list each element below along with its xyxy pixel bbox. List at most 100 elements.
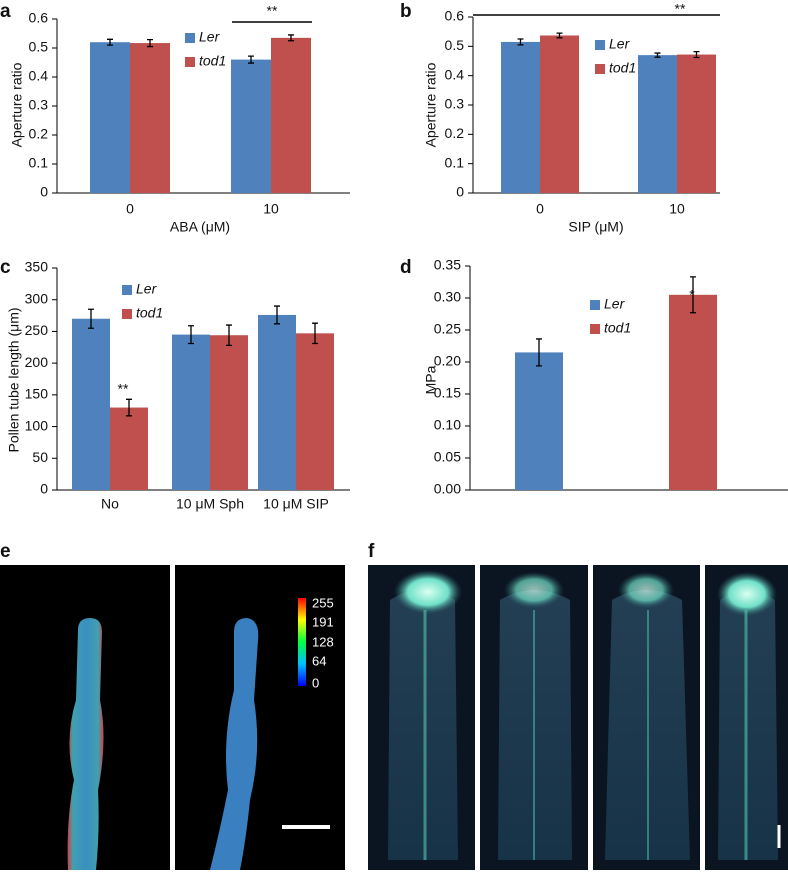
bar <box>172 334 210 490</box>
x-tick-label: 10 μM SIP <box>263 496 329 512</box>
image-f <box>368 565 788 870</box>
colorbar-label: 191 <box>312 614 334 629</box>
y-tick-label: 0.2 <box>29 126 49 142</box>
bar <box>231 59 271 193</box>
bar <box>296 333 334 490</box>
legend-label: tod1 <box>609 60 636 76</box>
colorbar-label: 128 <box>312 634 334 649</box>
legend-swatch <box>122 285 132 295</box>
bar <box>540 35 579 194</box>
legend-label: Ler <box>199 29 221 45</box>
colorbar-label: 255 <box>312 595 334 610</box>
y-tick-label: 100 <box>25 417 49 433</box>
y-tick-label: 0 <box>40 481 48 497</box>
panel-label: b <box>400 1 412 22</box>
y-tick-label: 0 <box>40 184 48 200</box>
error-bar <box>288 34 294 42</box>
error-bar <box>126 398 132 417</box>
error-bar <box>556 32 563 39</box>
y-tick-label: 0.15 <box>434 385 461 401</box>
error-bar <box>107 38 113 46</box>
y-tick-label: 0.3 <box>29 97 49 113</box>
bar <box>515 352 563 490</box>
panel-label: f <box>368 541 375 562</box>
y-tick-label: 0.10 <box>434 417 461 433</box>
bar <box>271 37 311 193</box>
error-bar <box>226 324 232 347</box>
legend-swatch <box>185 33 195 43</box>
error-bar <box>517 38 524 46</box>
y-axis-label: Aperture ratio <box>423 62 439 147</box>
y-tick-label: 0.6 <box>29 10 49 26</box>
y-tick-label: 200 <box>25 354 49 370</box>
legend-label: tod1 <box>136 305 163 321</box>
bar <box>501 41 540 193</box>
significance: ** <box>675 1 686 17</box>
bar <box>638 55 677 194</box>
legend-swatch <box>590 324 600 334</box>
y-tick-label: 350 <box>25 259 49 275</box>
x-tick-label: No <box>101 496 119 512</box>
y-tick-label: 0.3 <box>445 96 465 112</box>
y-tick-label: 0.2 <box>445 125 465 141</box>
image-e <box>0 565 345 870</box>
legend-swatch <box>590 300 600 310</box>
panel-label: e <box>0 541 11 562</box>
y-tick-label: 250 <box>25 322 49 338</box>
significance: ** <box>118 381 129 397</box>
legend-label: tod1 <box>604 320 631 336</box>
x-tick-label: 10 <box>263 201 279 217</box>
bar <box>72 318 110 490</box>
bar <box>210 335 248 490</box>
significance: ** <box>267 3 278 19</box>
x-tick-label: 10 <box>669 201 685 217</box>
colorbar-label: 0 <box>312 675 319 690</box>
colorbar-label: 64 <box>312 653 326 668</box>
error-bar <box>188 325 194 345</box>
legend-swatch <box>595 64 605 74</box>
y-tick-label: 0.4 <box>29 68 49 84</box>
y-tick-label: 0.35 <box>434 257 461 273</box>
y-tick-label: 0.05 <box>434 449 461 465</box>
error-bar <box>693 50 700 59</box>
x-axis-label: ABA (μM) <box>170 219 230 235</box>
y-tick-label: 0.5 <box>29 39 49 55</box>
y-tick-label: 0.5 <box>445 37 465 53</box>
y-tick-label: 0 <box>456 184 464 200</box>
error-bar <box>654 52 661 58</box>
x-axis-label: SIP (μM) <box>568 219 623 235</box>
y-axis-label: Aperture ratio <box>9 62 25 147</box>
legend-swatch <box>122 309 132 319</box>
panel-label: c <box>0 257 11 278</box>
error-bar <box>147 38 153 48</box>
legend-label: tod1 <box>199 53 226 69</box>
legend-label: Ler <box>136 281 158 297</box>
legend-label: Ler <box>609 36 631 52</box>
y-tick-label: 150 <box>25 386 49 402</box>
error-bar <box>88 308 94 329</box>
y-tick-label: 0.4 <box>445 66 465 82</box>
y-tick-label: 300 <box>25 290 49 306</box>
x-tick-label: 0 <box>126 201 134 217</box>
significance: * <box>689 287 695 303</box>
legend-swatch <box>185 57 195 67</box>
panel-label: a <box>0 1 11 22</box>
y-tick-label: 0.6 <box>445 8 465 24</box>
bar <box>130 43 170 193</box>
legend-label: Ler <box>604 296 626 312</box>
bar <box>90 42 130 194</box>
bar <box>258 314 296 490</box>
error-bar <box>312 322 318 345</box>
error-bar <box>690 276 696 314</box>
legend-swatch <box>595 40 605 50</box>
error-bar <box>274 305 280 325</box>
bar <box>110 407 148 490</box>
y-tick-label: 0.1 <box>29 155 49 171</box>
y-tick-label: 0.00 <box>434 481 461 497</box>
error-bar <box>248 55 254 64</box>
error-bar <box>536 338 542 367</box>
bar <box>669 294 717 490</box>
x-tick-label: 10 μM Sph <box>176 496 244 512</box>
bar <box>677 54 716 194</box>
